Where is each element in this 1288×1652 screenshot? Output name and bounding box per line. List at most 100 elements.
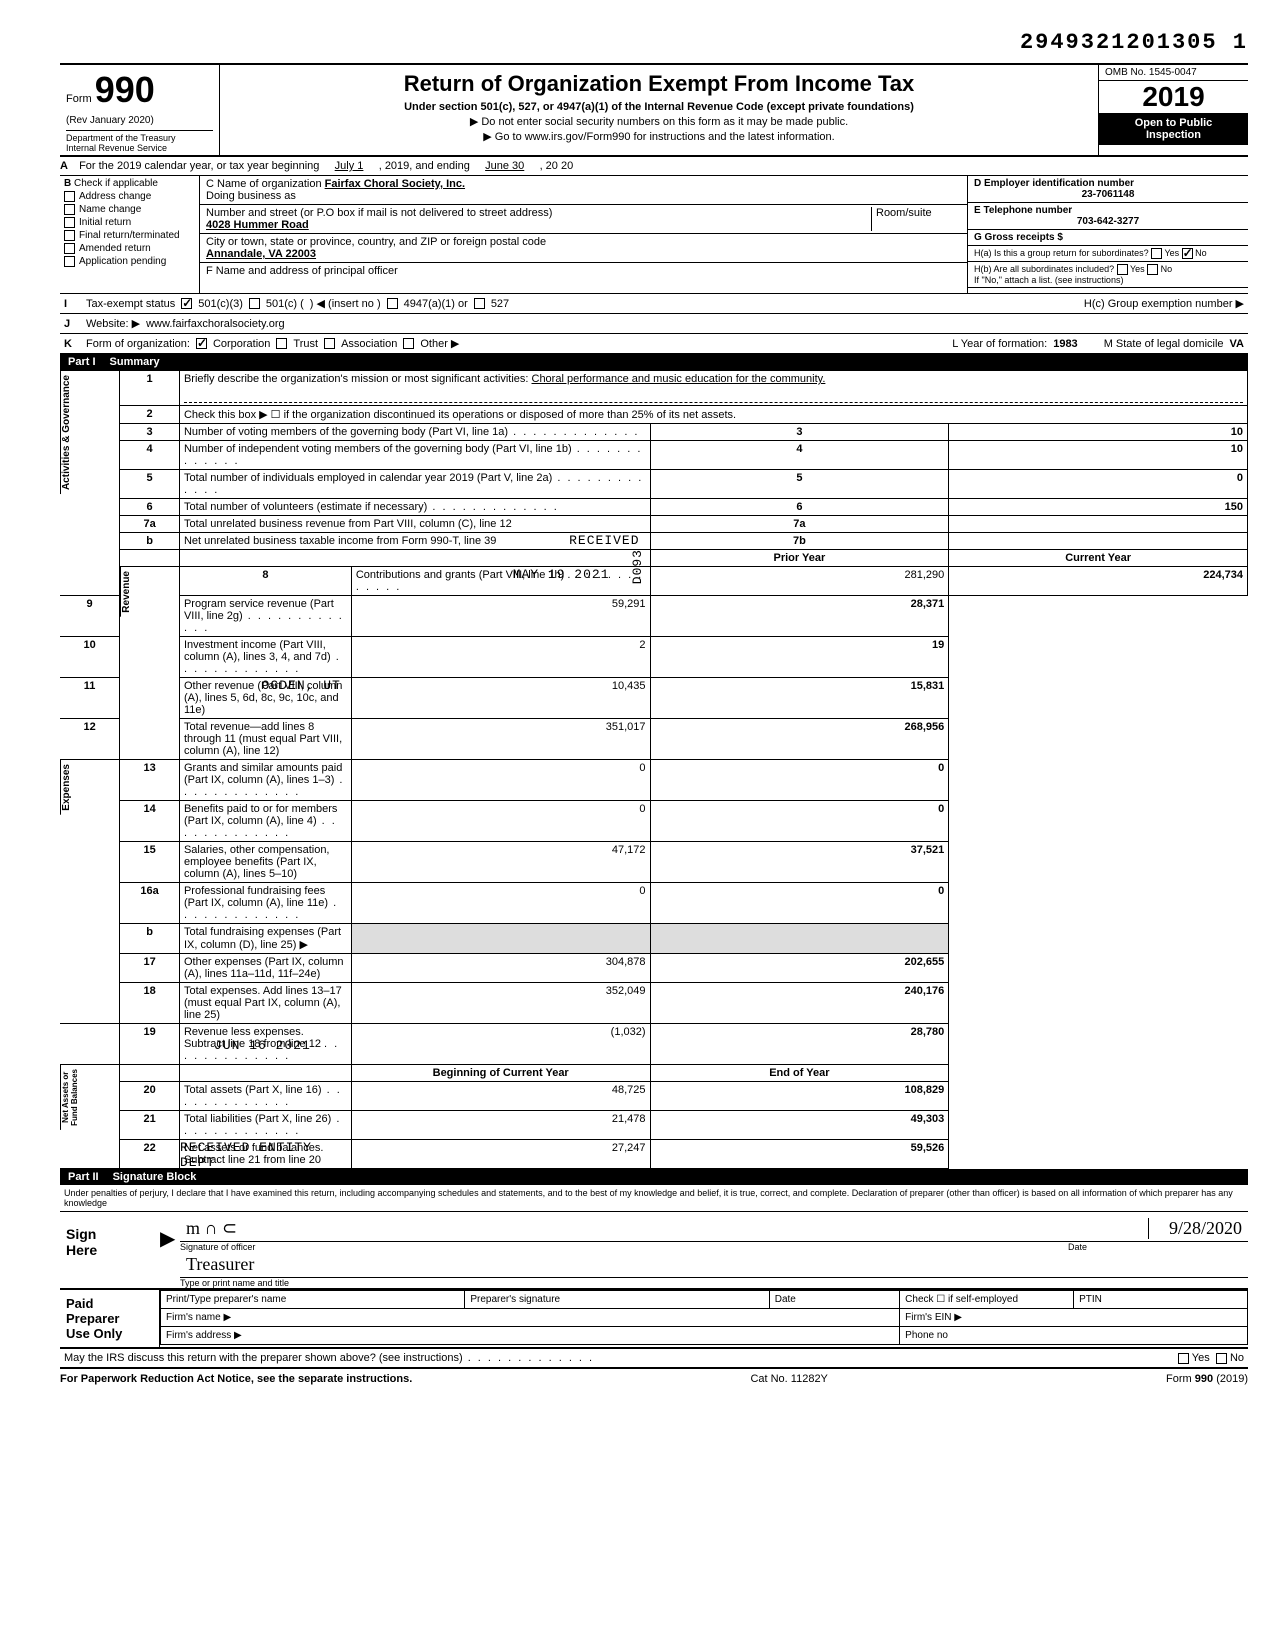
ln-num: 21 [120, 1111, 180, 1140]
ln-text: Professional fundraising fees (Part IX, … [179, 883, 351, 924]
ln-num: b [120, 533, 180, 550]
col-c: C Name of organization Fairfax Choral So… [200, 176, 968, 293]
title-label: Type or print name and title [180, 1278, 1248, 1288]
chk-app-pending[interactable] [64, 256, 75, 267]
document-number: 2949321201305 1 [60, 30, 1248, 55]
ln-box: 7b [650, 533, 949, 550]
chk-hb-no[interactable] [1147, 264, 1158, 275]
stamp-jun: JUN 16 2021 [214, 1038, 311, 1053]
omb-number: OMB No. 1545-0047 [1099, 65, 1248, 81]
line-a-text: For the 2019 calendar year, or tax year … [79, 160, 319, 172]
part1-label: Part I [68, 356, 96, 368]
ha-label: H(a) Is this a group return for subordin… [974, 248, 1149, 258]
city-state-zip: Annandale, VA 22003 [206, 248, 316, 260]
discuss-yes: Yes [1192, 1352, 1210, 1364]
row-i-text: Tax-exempt status [86, 298, 175, 310]
prep-sig-label: Preparer's signature [465, 1291, 769, 1309]
preparer-section: Paid Preparer Use Only Print/Type prepar… [60, 1290, 1248, 1349]
ln-num: 11 [60, 678, 120, 719]
part2-title: Signature Block [113, 1171, 197, 1183]
chk-527[interactable] [474, 298, 485, 309]
chk-ha-yes[interactable] [1151, 248, 1162, 259]
chk-assoc[interactable] [324, 338, 335, 349]
ln-val: 0 [949, 470, 1248, 499]
form-header: Form 990 (Rev January 2020) Department o… [60, 63, 1248, 157]
ln-num: b [120, 924, 180, 954]
opt-4947: 4947(a)(1) or [404, 298, 468, 310]
chk-4947[interactable] [387, 298, 398, 309]
ln-text: Total unrelated business revenue from Pa… [179, 516, 650, 533]
ln-num: 17 [120, 954, 180, 983]
form-dept: Department of the Treasury Internal Reve… [66, 130, 213, 153]
ln2-num: 2 [120, 406, 180, 424]
chk-other[interactable] [403, 338, 414, 349]
hc-label: H(c) Group exemption number ▶ [1084, 297, 1244, 310]
ln-box: 7a [650, 516, 949, 533]
ln-cy: 19 [650, 637, 949, 678]
chk-discuss-no[interactable] [1216, 1353, 1227, 1364]
ln-cy: 202,655 [650, 954, 949, 983]
opt-527: 527 [491, 298, 509, 310]
opt-trust: Trust [293, 338, 318, 350]
discuss-no: No [1230, 1352, 1244, 1364]
open-inspection: Open to Public Inspection [1099, 113, 1248, 145]
ln-box: 3 [650, 424, 949, 441]
ln-num: 9 [60, 596, 120, 637]
side-ag: Activities & Governance [60, 371, 72, 494]
ln-py: 10,435 [351, 678, 650, 719]
form-note2: ▶ Go to www.irs.gov/Form990 for instruct… [228, 130, 1090, 143]
firm-ein-label: Firm's EIN ▶ [900, 1309, 1248, 1327]
form-note1: ▶ Do not enter social security numbers o… [228, 115, 1090, 128]
chk-final-return[interactable] [64, 230, 75, 241]
part2-header: Part II Signature Block [60, 1169, 1248, 1185]
ln-text: Total assets (Part X, line 16) [179, 1082, 351, 1111]
ln-cy: 59,526 [650, 1140, 949, 1169]
ln-num: 15 [120, 842, 180, 883]
chk-initial-return[interactable] [64, 217, 75, 228]
ln-text: Benefits paid to or for members (Part IX… [179, 801, 351, 842]
officer-title: Treasurer [186, 1254, 254, 1275]
ty-end: June 30 [485, 160, 524, 172]
ln-num: 16a [120, 883, 180, 924]
yof-val: 1983 [1053, 338, 1077, 350]
ln-box: 5 [650, 470, 949, 499]
chk-501c3[interactable] [181, 298, 192, 309]
ln-num: 19 [120, 1024, 180, 1065]
ln-py: 27,247 [351, 1140, 650, 1169]
chk-hb-yes[interactable] [1117, 264, 1128, 275]
ty-begin: July 1 [335, 160, 364, 172]
chk-name-change[interactable] [64, 204, 75, 215]
ln-text: Grants and similar amounts paid (Part IX… [179, 760, 351, 801]
chk-corp[interactable] [196, 338, 207, 349]
part1-title: Summary [110, 356, 160, 368]
opt-other: Other ▶ [420, 337, 459, 350]
chk-amended[interactable] [64, 243, 75, 254]
ln-num: 18 [120, 983, 180, 1024]
ln-val [949, 533, 1248, 550]
prep-name-label: Print/Type preparer's name [161, 1291, 465, 1309]
ln-cy: 268,956 [650, 719, 949, 760]
prep-date-label: Date [769, 1291, 899, 1309]
row-i-label: I [64, 298, 80, 310]
hdr-eoy: End of Year [650, 1065, 949, 1082]
ln-py: 304,878 [351, 954, 650, 983]
ln-cy: 0 [650, 883, 949, 924]
ln-cy: 224,734 [949, 567, 1248, 596]
ln-cy: 15,831 [650, 678, 949, 719]
ln-cy: 28,780 [650, 1024, 949, 1065]
ln-text: Net unrelated business taxable income fr… [184, 535, 496, 547]
row-j-text: Website: ▶ [86, 317, 140, 330]
chk-ha-no[interactable] [1182, 248, 1193, 259]
ln-cy: 37,521 [650, 842, 949, 883]
chk-501c[interactable] [249, 298, 260, 309]
ln-text: Total liabilities (Part X, line 26) [179, 1111, 351, 1140]
chk-discuss-yes[interactable] [1178, 1353, 1189, 1364]
chk-trust[interactable] [276, 338, 287, 349]
firm-phone-label: Phone no [900, 1327, 1248, 1345]
form-subtitle: Under section 501(c), 527, or 4947(a)(1)… [228, 101, 1090, 113]
chk-address-change[interactable] [64, 191, 75, 202]
chk-lbl: Application pending [79, 256, 166, 267]
form-number: 990 [95, 69, 155, 110]
ln-py: 351,017 [351, 719, 650, 760]
ln-box: 4 [650, 441, 949, 470]
